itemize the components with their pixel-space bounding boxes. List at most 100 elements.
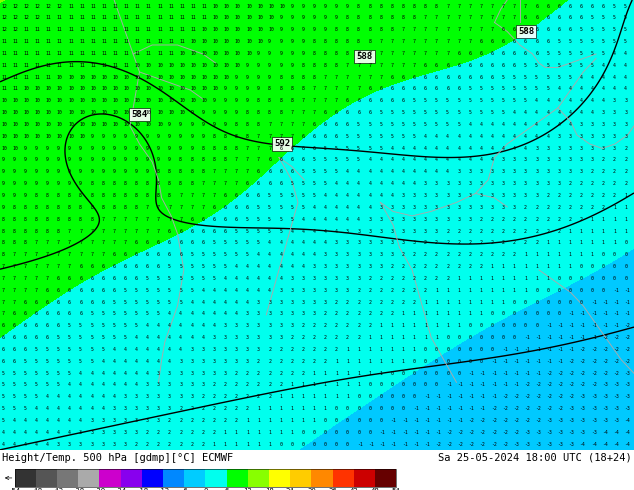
Text: 10: 10: [179, 74, 185, 79]
Text: 0: 0: [335, 441, 338, 446]
Text: 4: 4: [257, 288, 260, 293]
Text: 10: 10: [157, 63, 163, 68]
Text: -1: -1: [624, 311, 630, 317]
Text: 2: 2: [268, 359, 271, 364]
Text: 6: 6: [435, 86, 438, 92]
Text: 4: 4: [90, 382, 93, 388]
Text: 7: 7: [379, 39, 382, 44]
Text: 3: 3: [391, 241, 394, 245]
Text: 5: 5: [146, 276, 149, 281]
Text: 3: 3: [268, 323, 271, 328]
Text: 6: 6: [79, 311, 82, 317]
Text: -2: -2: [501, 406, 508, 411]
Text: 4: 4: [591, 110, 593, 115]
Text: -3: -3: [579, 406, 585, 411]
Text: 1: 1: [280, 406, 282, 411]
Text: 5: 5: [346, 157, 349, 163]
Text: 7: 7: [402, 63, 404, 68]
Text: 12: 12: [13, 3, 18, 9]
Text: -30: -30: [93, 489, 106, 490]
Text: 10: 10: [202, 51, 207, 56]
Text: 4: 4: [579, 74, 583, 79]
Text: 2: 2: [624, 157, 627, 163]
Text: -2: -2: [547, 394, 552, 399]
Text: 3: 3: [90, 441, 93, 446]
Text: 5: 5: [135, 323, 138, 328]
Text: -2: -2: [557, 394, 563, 399]
Bar: [354, 469, 375, 487]
Text: 8: 8: [13, 217, 15, 221]
Text: 7: 7: [402, 39, 404, 44]
Text: -2: -2: [547, 406, 552, 411]
Text: 1: 1: [501, 276, 505, 281]
Text: 6: 6: [112, 276, 115, 281]
Text: 9: 9: [202, 110, 204, 115]
Text: 10: 10: [13, 134, 18, 139]
Text: 1: 1: [268, 406, 271, 411]
Text: 0: 0: [324, 441, 327, 446]
Text: -1: -1: [501, 347, 508, 352]
Text: 5: 5: [112, 299, 115, 304]
Text: 9: 9: [302, 39, 304, 44]
Text: 2: 2: [513, 217, 516, 221]
Text: 5: 5: [513, 74, 516, 79]
Text: 1: 1: [513, 288, 516, 293]
Text: 7: 7: [35, 264, 37, 269]
Text: 4: 4: [179, 347, 182, 352]
Text: 5: 5: [146, 288, 149, 293]
Text: 4: 4: [124, 347, 127, 352]
Text: 7: 7: [335, 74, 338, 79]
Text: 3: 3: [335, 288, 338, 293]
Text: 7: 7: [235, 181, 238, 186]
Text: 3: 3: [435, 181, 438, 186]
Text: 0: 0: [357, 394, 360, 399]
Text: 0: 0: [501, 323, 505, 328]
Text: 5: 5: [602, 51, 605, 56]
Text: 2: 2: [168, 441, 171, 446]
Text: 6: 6: [35, 323, 37, 328]
Text: 5: 5: [290, 193, 294, 198]
Text: -2: -2: [557, 406, 563, 411]
Text: 3: 3: [335, 264, 338, 269]
Text: 0: 0: [413, 394, 416, 399]
Text: 3: 3: [112, 430, 115, 435]
Text: 3: 3: [157, 418, 160, 423]
Text: 1: 1: [346, 359, 349, 364]
Text: 7: 7: [68, 228, 71, 234]
Text: 8: 8: [179, 157, 182, 163]
Text: 9: 9: [46, 157, 49, 163]
Text: 1: 1: [235, 430, 238, 435]
Text: 2: 2: [335, 299, 338, 304]
Text: 3: 3: [257, 347, 260, 352]
Text: 9: 9: [135, 146, 138, 150]
Text: 11: 11: [124, 3, 129, 9]
Text: 0: 0: [368, 394, 371, 399]
Text: 0: 0: [435, 359, 438, 364]
Text: 10: 10: [1, 122, 7, 127]
Text: 3: 3: [146, 418, 149, 423]
Text: 1: 1: [402, 335, 404, 340]
Text: 0: 0: [446, 359, 449, 364]
Text: 0: 0: [324, 430, 327, 435]
Text: -1: -1: [524, 359, 530, 364]
Text: 4: 4: [112, 347, 115, 352]
Text: 8: 8: [413, 3, 416, 9]
Text: 8: 8: [268, 98, 271, 103]
Text: 4: 4: [212, 288, 216, 293]
Text: 7: 7: [101, 217, 104, 221]
Text: -1: -1: [569, 311, 574, 317]
Text: -1: -1: [513, 370, 519, 375]
Text: 9: 9: [13, 157, 15, 163]
Text: 3: 3: [157, 394, 160, 399]
Text: 6: 6: [368, 110, 371, 115]
Text: 4: 4: [68, 430, 71, 435]
Text: 3: 3: [524, 181, 527, 186]
Text: 9: 9: [23, 170, 27, 174]
Text: 4: 4: [501, 134, 505, 139]
Text: 3: 3: [491, 170, 493, 174]
Text: 5: 5: [290, 205, 294, 210]
Text: 7: 7: [413, 63, 416, 68]
Text: 3: 3: [557, 134, 560, 139]
Text: 3: 3: [513, 157, 516, 163]
Text: 2: 2: [246, 406, 249, 411]
